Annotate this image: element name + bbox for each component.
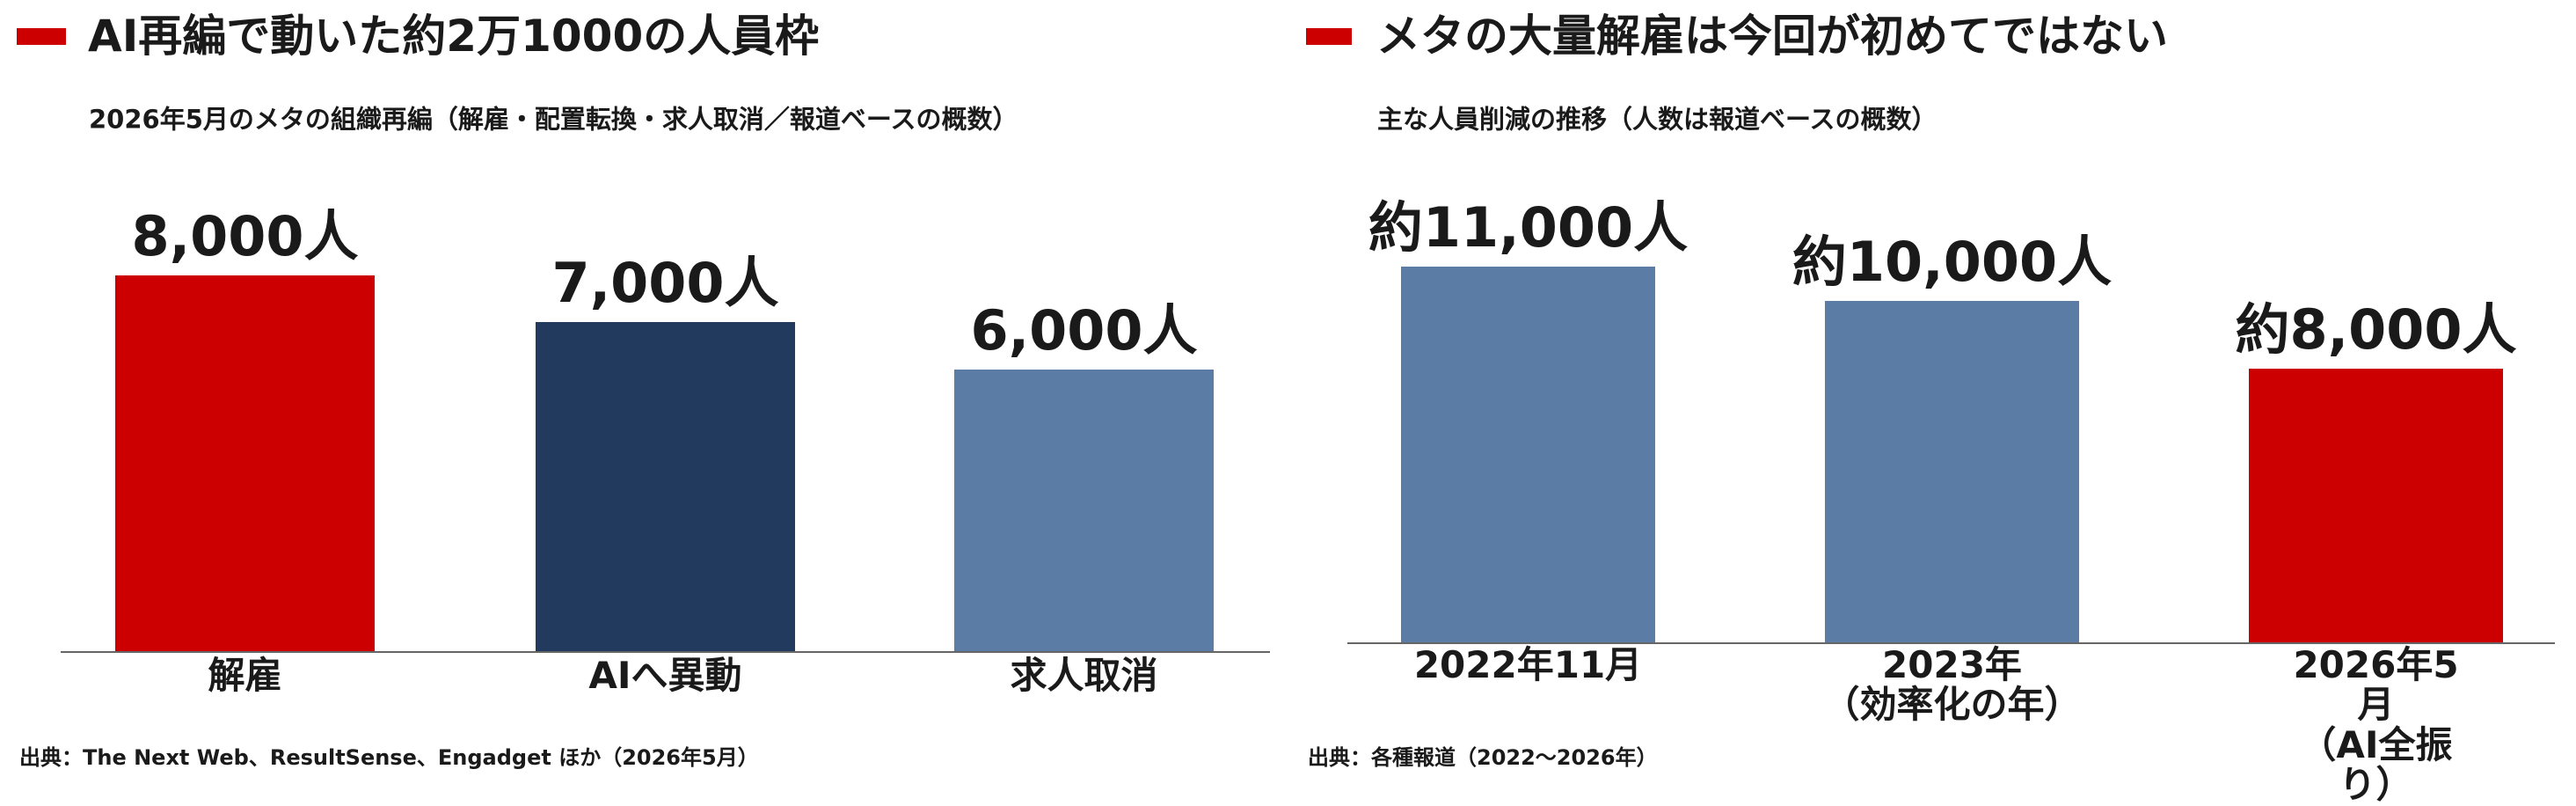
chart-title: AI再編で動いた約2万1000の人員枠 [88, 11, 820, 62]
x-tick-label: 求人取消 [1010, 654, 1158, 697]
x-tick-label: AIへ異動 [588, 654, 742, 697]
x-axis [1347, 642, 2555, 644]
bar [2249, 369, 2503, 642]
bar [954, 369, 1214, 651]
value-label: 6,000人 [970, 297, 1198, 363]
bar [1401, 267, 1655, 642]
x-tick-label: 2022年11月 [1413, 643, 1643, 686]
title-marker [1306, 28, 1352, 45]
value-label: 約10,000人 [1792, 229, 2113, 294]
x-axis [61, 651, 1270, 653]
chart-title: メタの大量解雇は今回が初めてではない [1376, 11, 2168, 62]
source-note: 出典：The Next Web、ResultSense、Engadget ほか（… [19, 745, 759, 770]
value-label: 約11,000人 [1368, 194, 1689, 260]
value-label: 約8,000人 [2235, 297, 2517, 363]
x-tick-label: 2026年5月 （AI全振り） [2293, 643, 2459, 806]
chart-subtitle: 2026年5月のメタの組織再編（解雇・配置転換・求人取消／報道ベースの概数） [89, 104, 1018, 135]
bar [115, 275, 375, 651]
source-note: 出典：各種報道（2022～2026年） [1308, 745, 1658, 770]
value-label: 8,000人 [131, 203, 359, 268]
bar [1825, 300, 2079, 642]
x-tick-label: 解雇 [208, 654, 282, 697]
page: AI再編で動いた約2万1000の人員枠 2026年5月のメタの組織再編（解雇・配置… [17, 11, 2555, 805]
bar [536, 322, 795, 651]
title-marker [17, 28, 66, 45]
value-label: 7,000人 [551, 251, 779, 316]
x-tick-label: 2023年 （効率化の年） [1822, 643, 2082, 727]
chart-subtitle: 主な人員削減の推移（人数は報道ベースの概数） [1377, 104, 1937, 135]
